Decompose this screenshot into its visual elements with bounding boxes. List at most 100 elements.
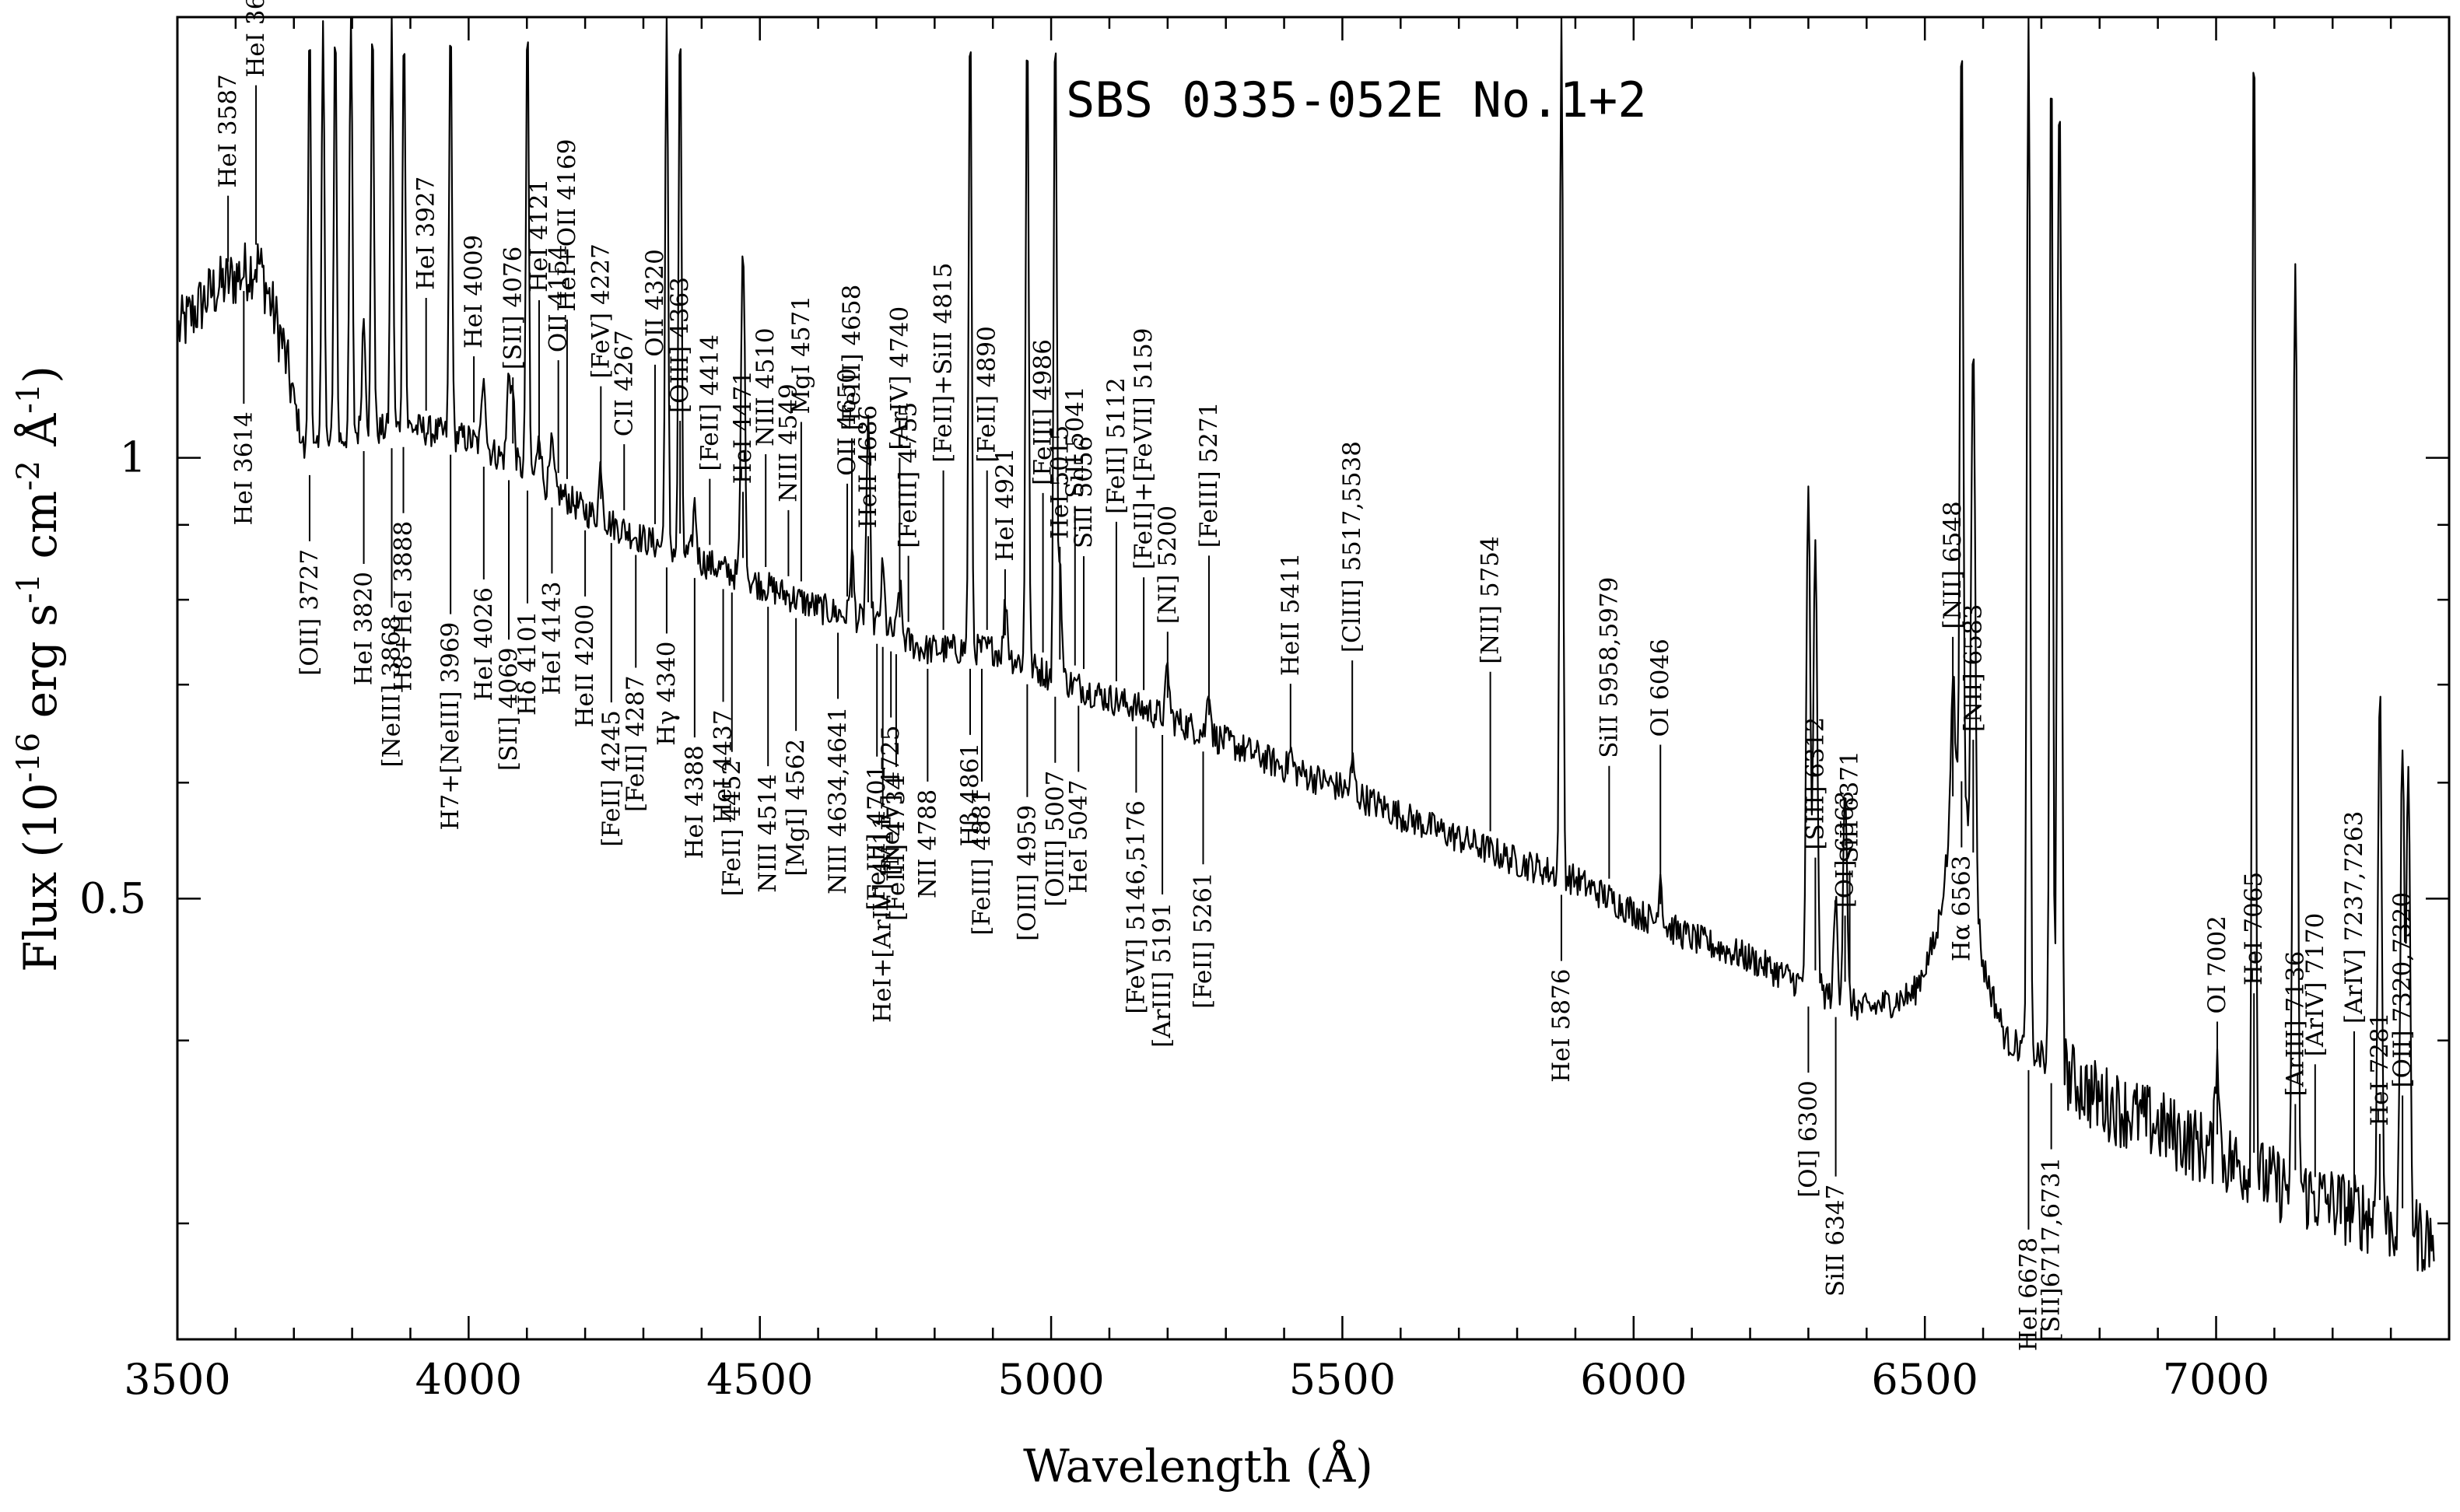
- line-id-label: HeI 3635: [242, 0, 270, 78]
- line-id-label: [SIII] 6312: [1801, 717, 1829, 850]
- line-id-label: [SII] 4076: [499, 247, 527, 370]
- line-id-label: HeI+OII 4169: [553, 139, 581, 312]
- line-id-label: HeI 3927: [412, 177, 440, 290]
- line-id-label: [NII] 5754: [1477, 536, 1505, 664]
- line-id-label: [FeII] 4890: [973, 326, 1001, 463]
- line-id-label: HeI+[ArIV] 4711: [869, 814, 897, 1023]
- line-id-label: OII 4650: [833, 368, 861, 476]
- line-id-label: OI 6046: [1646, 639, 1674, 737]
- y-axis-title-part: Flux (10: [14, 782, 67, 972]
- line-id-label: SiII 6347: [1822, 1185, 1850, 1297]
- x-tick-label: 6000: [1580, 1355, 1687, 1404]
- line-id-label: Hγ 4340: [653, 642, 681, 746]
- line-id-label: HeI 3587: [214, 74, 242, 187]
- y-axis-title-part: ): [14, 366, 67, 383]
- line-id-label: SiII 6371: [1836, 751, 1864, 863]
- line-id-label: [SII]6717,6731: [2038, 1157, 2066, 1342]
- line-id-label: HeI 3614: [230, 411, 258, 525]
- line-id-label: H7+[NeIII] 3969: [436, 622, 464, 831]
- line-id-label: SiII 5056: [1070, 436, 1098, 548]
- line-id-label: HeI 6678: [2014, 1237, 2042, 1351]
- line-id-label: HeI 4143: [538, 581, 566, 695]
- line-id-label: HeI 4471: [729, 370, 757, 484]
- line-id-label: HeII 4686: [854, 405, 882, 529]
- line-id-label: NIII 4549: [774, 383, 802, 502]
- line-id-label: OI 7002: [2203, 915, 2231, 1013]
- line-id-label: [OIII] 4363: [666, 277, 694, 413]
- y-tick-label: 1: [120, 433, 146, 482]
- y-axis-title-part: -16: [11, 733, 47, 782]
- line-id-label: [NII] 6583: [1959, 604, 1987, 733]
- line-id-label: [FeII] 4245: [597, 710, 626, 847]
- line-id-label: [FeII]+[FeVII] 5159: [1130, 328, 1158, 570]
- line-id-label: HeI 5047: [1064, 779, 1092, 893]
- line-id-label: [ArIII] 7136: [2281, 951, 2309, 1097]
- line-id-label: [FeV] 4227: [587, 243, 615, 378]
- x-tick-label: 4500: [706, 1355, 813, 1404]
- line-id-label: HeI 5876: [1547, 969, 1575, 1083]
- y-axis-title-part: cm: [14, 491, 67, 573]
- line-id-label: [FeII] 4287: [622, 675, 650, 812]
- line-id-label: [ArIV] 7237,7263: [2340, 811, 2368, 1024]
- line-id-label: MgI 4571: [787, 296, 815, 415]
- line-id-label: HeII 5411: [1277, 552, 1305, 676]
- x-tick-label: 7000: [2163, 1355, 2269, 1404]
- plot-frame: [176, 16, 2451, 1341]
- line-id-label: [OII] 7320,7320: [2388, 892, 2416, 1088]
- line-id-label: [FeII]+SiII 4815: [930, 263, 958, 463]
- line-id-label: CII 4267: [610, 330, 638, 436]
- line-id-label: [FeIII] 5271: [1195, 402, 1223, 548]
- line-id-label: NIII 4634,4641: [824, 707, 852, 894]
- x-axis-title: Wavelength (Å): [1023, 1440, 1373, 1493]
- line-id-label: OII 4154: [545, 244, 573, 352]
- line-id-label: [NeIV] 4725: [877, 726, 905, 876]
- line-id-label: Hβ 4861: [956, 743, 984, 847]
- line-id-label: NIII 4510: [752, 327, 780, 446]
- line-id-label: [NI] 5200: [1154, 506, 1182, 624]
- line-id-label: [ArIV] 4740: [885, 306, 913, 450]
- line-id-label: [FeIII] 4881: [968, 789, 996, 936]
- line-id-label: HeI 4121: [525, 179, 553, 292]
- line-id-label: [FeIII] 4658: [838, 285, 866, 431]
- x-tick-label: 3500: [124, 1355, 230, 1404]
- line-id-label: [FeIII] 4701: [863, 765, 891, 911]
- line-id-label: HeI 7065: [2240, 872, 2268, 985]
- line-id-label: SiII 5958,5979: [1595, 577, 1623, 758]
- line-id-label: [MgI] 4562: [782, 739, 810, 877]
- line-id-label: H8+HeI 3888: [390, 521, 418, 691]
- line-id-label: [NII] 6548: [1939, 501, 1967, 629]
- line-id-label: [ClIII] 5517,5538: [1338, 441, 1366, 653]
- y-axis-title-part: Å: [14, 413, 67, 460]
- line-id-label: HeII 4200: [571, 604, 599, 728]
- y-tick-label: 0.5: [79, 873, 146, 922]
- line-id-label: HeI 5015: [1046, 425, 1074, 539]
- line-id-label: [OII] 3727: [296, 549, 324, 676]
- line-id-label: [NeIII] 3868: [378, 615, 406, 767]
- line-id-label: [FeII] 5261: [1190, 872, 1218, 1009]
- line-id-label: SiII 5041: [1061, 386, 1089, 498]
- x-tick-label: 6500: [1871, 1355, 1978, 1404]
- line-id-label: OII 4320: [641, 249, 669, 357]
- x-tick-label: 5000: [997, 1355, 1104, 1404]
- line-id-label: [FeVI] 5146,5176: [1122, 800, 1150, 1013]
- line-id-label: [OIII] 4959: [1013, 805, 1041, 941]
- line-id-label: HeI 4009: [460, 235, 488, 348]
- x-tick-label: 5500: [1289, 1355, 1396, 1404]
- spectrum-line: [177, 16, 2435, 1272]
- line-id-label: Hα 6563: [1947, 856, 1975, 962]
- line-id-label: HeI 4437: [710, 709, 738, 823]
- line-id-label: [OI] 6363: [1831, 791, 1859, 908]
- line-id-label: HeI 4388: [681, 745, 709, 859]
- line-id-label: [FeII] 4452: [718, 760, 746, 897]
- line-id-label: HeI 4921: [991, 448, 1019, 562]
- line-id-label: [OI] 6300: [1794, 1080, 1822, 1198]
- y-axis-title: Flux (10-16 erg s-1 cm-2 Å-1): [11, 366, 67, 972]
- line-id-label: Hδ 4101: [513, 611, 541, 716]
- line-id-label: [FeIII] 4986: [1029, 339, 1057, 485]
- line-id-label: [FeII] 4414: [696, 334, 724, 471]
- line-id-label: [ArIV] 7170: [2301, 913, 2329, 1057]
- line-id-label: [FeIII] 4734: [882, 775, 910, 921]
- line-id-label: NIII 4514: [754, 774, 782, 893]
